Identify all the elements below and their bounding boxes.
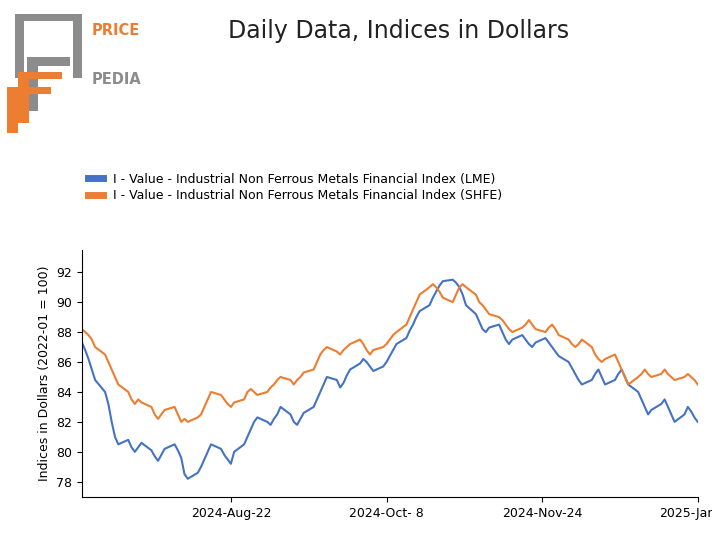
Legend: I - Value - Industrial Non Ferrous Metals Financial Index (LME), I - Value - Ind: I - Value - Industrial Non Ferrous Metal… [88,173,502,203]
Text: Daily Data, Indices in Dollars: Daily Data, Indices in Dollars [228,19,570,43]
Polygon shape [28,58,70,111]
Text: PRICE: PRICE [92,23,140,38]
Y-axis label: Indices in Dollars (2022-01 = 100): Indices in Dollars (2022-01 = 100) [38,265,51,481]
Polygon shape [18,72,62,123]
Text: PEDIA: PEDIA [92,72,142,87]
Polygon shape [7,87,51,133]
Polygon shape [15,13,83,78]
